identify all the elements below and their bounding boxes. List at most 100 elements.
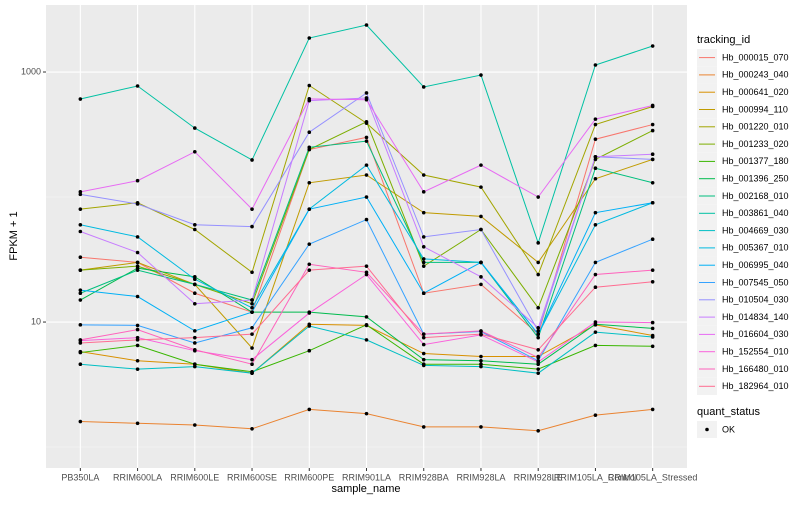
data-point (421, 190, 426, 194)
data-point (193, 335, 197, 340)
legend-label: Hb_010504_030 (722, 295, 789, 305)
legend-label: Hb_004669_030 (722, 225, 789, 235)
data-point (307, 311, 312, 315)
data-point (364, 270, 369, 275)
x-tick-label: RRIM600PE (284, 472, 334, 482)
data-point (193, 301, 197, 306)
data-point (421, 210, 426, 215)
data-point (364, 91, 369, 95)
legend-label: Hb_014834_140 (722, 312, 789, 322)
data-point (135, 268, 140, 272)
data-point (650, 180, 655, 185)
data-point (135, 250, 140, 255)
data-point (650, 103, 655, 108)
data-point (364, 217, 369, 222)
data-point (250, 325, 254, 330)
legend-label: Hb_000641_020 (722, 87, 789, 97)
data-point (135, 178, 140, 183)
data-point (479, 425, 483, 429)
data-point (479, 73, 483, 77)
data-point (479, 227, 483, 232)
data-point (593, 117, 598, 121)
data-point (650, 157, 655, 162)
data-point (536, 306, 540, 310)
data-point (193, 227, 197, 232)
data-point (536, 355, 540, 360)
legend-label: Hb_006995_040 (722, 260, 789, 270)
data-point (250, 371, 254, 375)
data-point (250, 310, 254, 314)
data-point (364, 23, 369, 27)
legend-label: Hb_000994_110 (722, 104, 788, 114)
data-point (593, 166, 598, 171)
data-point (650, 326, 655, 331)
x-axis-title: sample_name (331, 483, 400, 495)
data-point (364, 173, 369, 177)
data-point (250, 301, 254, 306)
data-point (421, 235, 426, 239)
data-point (307, 348, 312, 353)
data-point (193, 126, 197, 130)
data-point (193, 364, 197, 369)
data-point (193, 222, 197, 227)
data-point (193, 150, 197, 154)
data-point (593, 260, 598, 265)
x-tick-label: RRIM901LA (342, 472, 391, 482)
data-point (135, 338, 140, 342)
legend-label: Hb_152554_010 (722, 346, 789, 356)
data-point (250, 158, 254, 162)
data-point (78, 288, 83, 292)
data-point (135, 358, 140, 363)
data-point (307, 145, 312, 150)
data-point (307, 262, 312, 267)
data-point (421, 357, 426, 362)
data-point (364, 338, 369, 342)
legend-label: Hb_000243_040 (722, 70, 789, 80)
data-point (593, 222, 598, 227)
legend-label: Hb_182964_010 (722, 381, 789, 391)
x-tick-label: PB350LA (61, 472, 99, 482)
data-point (78, 419, 83, 424)
data-point (364, 97, 369, 102)
data-point (193, 329, 197, 333)
data-point (536, 428, 540, 433)
data-point (593, 63, 598, 67)
data-point (421, 264, 426, 268)
data-point (421, 85, 426, 89)
data-point (593, 343, 598, 348)
data-point (78, 192, 83, 197)
data-point (78, 338, 83, 342)
data-point (78, 207, 83, 211)
data-point (650, 407, 655, 412)
data-point (307, 97, 312, 101)
data-point (421, 332, 426, 336)
data-point (78, 341, 83, 345)
data-point (250, 346, 254, 350)
data-point (421, 425, 426, 429)
data-point (135, 260, 140, 265)
data-point (364, 139, 369, 143)
data-point (479, 260, 483, 265)
data-point (593, 413, 598, 417)
data-point (536, 195, 540, 199)
data-point (135, 327, 140, 332)
data-point (593, 122, 598, 127)
data-point (193, 291, 197, 296)
data-point (536, 329, 540, 333)
data-point (307, 268, 312, 272)
data-point (364, 163, 369, 167)
data-point (78, 268, 83, 272)
data-point (135, 323, 140, 328)
data-point (479, 282, 483, 287)
data-point (650, 268, 655, 272)
data-point (250, 357, 254, 362)
data-point (135, 202, 140, 206)
data-point (250, 207, 254, 211)
x-tick-label: RRIM928LE (514, 472, 563, 482)
data-point (421, 257, 426, 261)
legend-label: Hb_000015_070 (722, 52, 789, 62)
data-point (364, 323, 369, 327)
data-point (364, 195, 369, 199)
x-tick-label: RRIM928LA (456, 472, 505, 482)
